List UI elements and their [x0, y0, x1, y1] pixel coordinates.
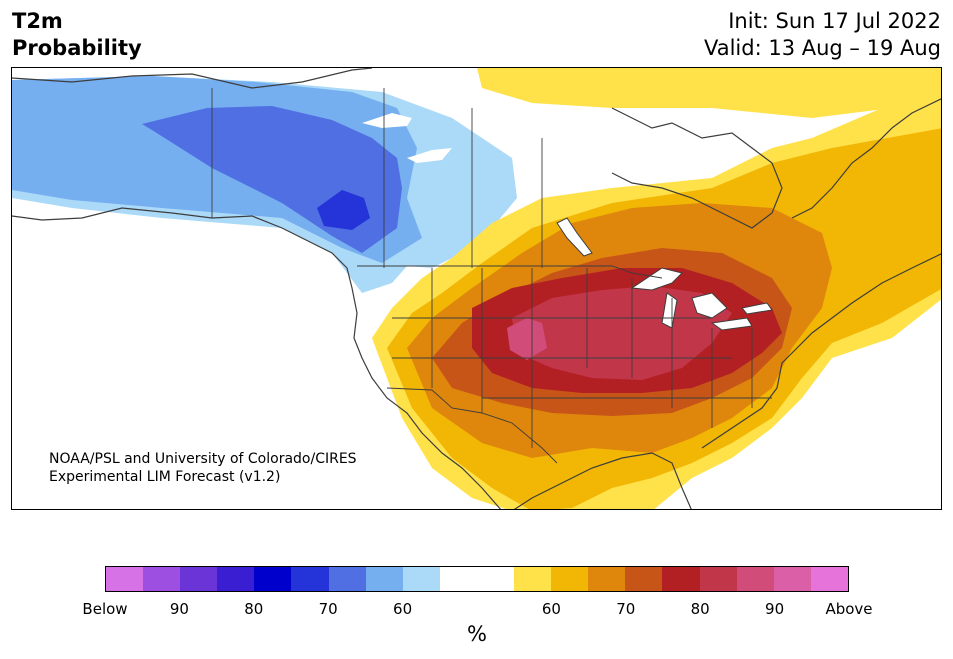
colorbar-tick-label: Above — [825, 600, 873, 618]
great-bear-slave-lakes — [362, 113, 452, 163]
political-borders — [211, 88, 772, 464]
colorbar-swatch — [662, 567, 700, 591]
colorbar-swatch — [551, 567, 589, 591]
colorbar-swatch — [625, 567, 663, 591]
above-90-region — [512, 286, 732, 380]
colorbar-swatch — [328, 567, 366, 591]
valid-date: Valid: 13 Aug – 19 Aug — [703, 36, 941, 60]
colorbar-swatch — [736, 567, 774, 591]
colorbar-tick-label: 90 — [765, 600, 785, 618]
colorbar-swatch — [180, 567, 218, 591]
colorbar-swatch — [699, 567, 737, 591]
colorbar-swatch — [514, 567, 552, 591]
colorbar-swatch — [402, 567, 440, 591]
colorbar-swatch — [810, 567, 848, 591]
credit-line-2: Experimental LIM Forecast (v1.2) — [49, 469, 281, 485]
colorbar-swatch — [773, 567, 811, 591]
above-95-region — [507, 318, 547, 360]
date-block: Init: Sun 17 Jul 2022 Valid: 13 Aug – 19… — [704, 8, 941, 62]
above-50-arctic — [477, 68, 941, 118]
coastlines — [12, 68, 941, 509]
colorbar-swatch — [291, 567, 329, 591]
colorbar-tick-label: 90 — [169, 600, 189, 618]
colorbar-tick-label: 80 — [690, 600, 710, 618]
init-date: Init: Sun 17 Jul 2022 — [728, 9, 941, 33]
colorbar-swatch — [588, 567, 626, 591]
map-panel — [11, 67, 942, 510]
colorbar-tick-label: 60 — [393, 600, 413, 618]
colorbar-swatch — [217, 567, 255, 591]
colorbar-tick-label: 60 — [541, 600, 561, 618]
colorbar-tick-label: Below — [82, 600, 128, 618]
product-title: Probability — [12, 36, 142, 60]
credit-text: NOAA/PSL and University of Colorado/CIRE… — [49, 450, 357, 486]
colorbar-tick-label: 70 — [318, 600, 338, 618]
colorbar-swatch — [106, 567, 144, 591]
lake-winnipeg — [556, 217, 593, 257]
colorbar-swatch — [365, 567, 403, 591]
colorbar-swatch — [143, 567, 181, 591]
colorbar-unit: % — [467, 622, 487, 646]
credit-line-1: NOAA/PSL and University of Colorado/CIRE… — [49, 451, 357, 467]
variable-title: T2m — [12, 9, 63, 33]
title-block: T2m Probability — [12, 8, 142, 62]
colorbar-tick-label: 80 — [244, 600, 264, 618]
below-90-region — [317, 190, 370, 230]
colorbar-swatch — [439, 567, 477, 591]
colorbar-swatch — [476, 567, 515, 591]
colorbar-tick-label: 70 — [616, 600, 636, 618]
probability-map — [12, 68, 941, 509]
colorbar-swatch — [254, 567, 292, 591]
colorbar — [105, 566, 849, 592]
